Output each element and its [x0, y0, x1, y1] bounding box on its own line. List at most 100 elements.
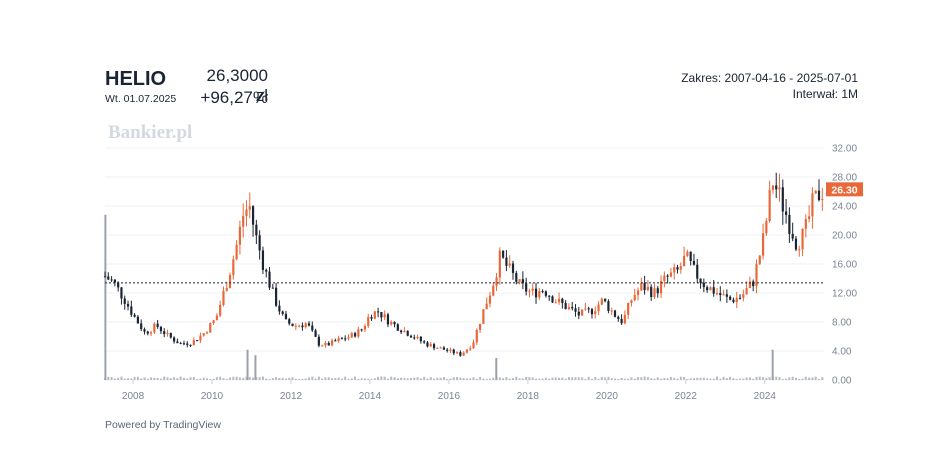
- candle-body: [130, 306, 133, 315]
- volume-bar: [590, 378, 593, 380]
- y-tick-label: 0.00: [832, 376, 852, 387]
- candle-body: [390, 321, 393, 325]
- candle-body: [192, 340, 195, 346]
- volume-bar: [518, 378, 521, 380]
- volume-bar: [525, 376, 528, 380]
- volume-bar: [278, 378, 281, 380]
- candle-body: [650, 286, 653, 298]
- volume-bar: [808, 377, 811, 380]
- candle-body: [363, 325, 367, 330]
- candle-body: [607, 301, 610, 311]
- volume-bar: [324, 377, 327, 380]
- candle-body: [692, 261, 696, 265]
- candle-body: [251, 206, 255, 225]
- volume-bar: [617, 378, 620, 380]
- volume-bar: [153, 377, 156, 380]
- volume-bar: [817, 378, 820, 380]
- candle-body: [755, 264, 758, 287]
- candle-body: [778, 187, 781, 190]
- candle-body: [544, 291, 548, 296]
- candle-body: [182, 343, 186, 345]
- volume-bars: [104, 214, 824, 380]
- candle-body: [663, 275, 666, 281]
- volume-bar: [347, 378, 350, 380]
- candle-body: [274, 287, 278, 306]
- candle-body: [706, 287, 709, 291]
- grid-lines: [105, 147, 824, 381]
- volume-bar: [511, 378, 514, 380]
- volume-bar: [176, 378, 179, 380]
- volume-bar: [393, 377, 396, 380]
- candle-body: [199, 335, 202, 341]
- volume-bar: [222, 378, 225, 380]
- candle-body: [419, 336, 422, 342]
- volume-bar: [150, 377, 153, 380]
- candle-body: [416, 336, 419, 339]
- candle-body: [715, 293, 719, 295]
- candle-body: [653, 288, 656, 298]
- candle-body: [511, 263, 515, 273]
- volume-bar: [219, 376, 222, 380]
- volume-bar: [709, 378, 712, 380]
- volume-bar: [331, 378, 334, 380]
- volume-bar: [778, 377, 781, 380]
- volume-bar: [136, 376, 139, 380]
- volume-bar: [350, 378, 353, 380]
- x-axis: 2008 2010 2012 2014 2016 2018 2020 2022 2024: [122, 380, 776, 402]
- volume-bar: [311, 376, 314, 380]
- candle-body: [245, 209, 248, 217]
- volume-bar: [452, 377, 455, 380]
- volume-bar: [390, 376, 393, 380]
- volume-bar: [246, 349, 249, 380]
- candle-body: [465, 349, 469, 353]
- volume-bar: [482, 378, 485, 380]
- x-tick-label: 2012: [280, 391, 303, 402]
- volume-bar: [814, 376, 817, 380]
- candle-body: [449, 349, 452, 351]
- y-tick-label: 32.00: [832, 144, 857, 155]
- volume-bar: [620, 377, 623, 380]
- candle-body: [176, 341, 179, 344]
- volume-bar: [284, 378, 287, 380]
- candle-body: [301, 325, 304, 328]
- candle-body: [811, 193, 814, 217]
- candle-body: [334, 340, 337, 342]
- candle-body: [748, 281, 752, 289]
- candle-body: [505, 257, 508, 266]
- volume-bar: [317, 376, 320, 380]
- candle-body: [669, 272, 673, 277]
- volume-bar: [653, 378, 656, 380]
- date-range: Zakres: 2007-04-16 - 2025-07-01: [681, 71, 858, 85]
- candle-body: [324, 342, 327, 346]
- volume-bar: [442, 377, 445, 380]
- volume-bar: [742, 378, 745, 380]
- volume-bar: [679, 376, 682, 380]
- candle-body: [103, 276, 107, 278]
- candle-body: [640, 283, 643, 291]
- candle-body: [551, 296, 554, 303]
- candle-body: [604, 298, 607, 302]
- candle-body: [179, 343, 182, 345]
- candle-body: [682, 255, 686, 267]
- candle-body: [485, 303, 488, 310]
- candle-body: [808, 216, 811, 220]
- volume-bar: [271, 378, 274, 380]
- volume-bar: [337, 377, 340, 380]
- powered-by-tradingview-link[interactable]: Powered by TradingView: [105, 419, 221, 431]
- candle-body: [225, 288, 228, 291]
- volume-bar: [268, 378, 271, 380]
- candle-body: [699, 278, 702, 283]
- candle-body: [271, 287, 274, 289]
- candle-body: [169, 332, 172, 338]
- candle-body: [107, 276, 110, 280]
- candle-body: [376, 311, 380, 313]
- candle-body: [580, 309, 584, 316]
- volume-bar: [535, 378, 538, 380]
- volume-bar: [169, 378, 172, 380]
- candle-body: [761, 233, 765, 256]
- volume-bar: [416, 377, 419, 380]
- candle-body: [515, 272, 518, 282]
- candle-body: [409, 335, 413, 338]
- volume-bar: [386, 378, 389, 380]
